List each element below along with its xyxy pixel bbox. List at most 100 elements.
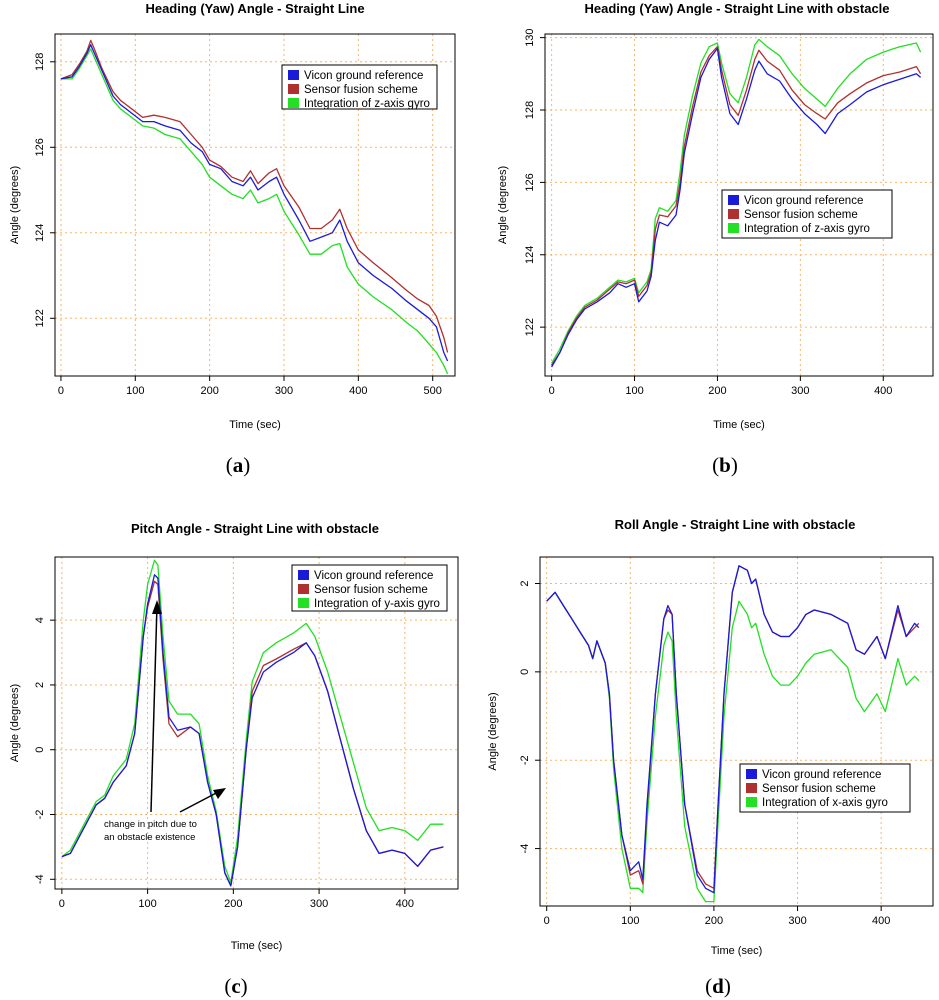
legend-entry: Sensor fusion scheme [744, 209, 858, 221]
legend-swatch-gyro [288, 98, 299, 108]
series-group [60, 39, 449, 375]
legend-entry: Vicon ground reference [304, 70, 423, 82]
series-line-fusion [551, 46, 922, 366]
x-tick-label: 0 [544, 915, 550, 927]
series-line-gyro [61, 559, 444, 884]
y-tick-label: 128 [524, 101, 536, 119]
legend-swatch-vicon [288, 70, 299, 80]
caption-letter: c [231, 974, 240, 998]
x-tick-label: 200 [224, 898, 242, 910]
legend-swatch-fusion [746, 783, 757, 793]
chart-a: Heading (Yaw) Angle - Straight Line 0 100 2… [9, 1, 456, 477]
caption-letter: d [712, 974, 724, 998]
y-axis-label: Angle (degrees) [497, 166, 509, 244]
series-line-vicon [61, 574, 444, 887]
figure-caption: (d) [705, 974, 731, 998]
annotation: change in pitch due to an obstacle existe… [104, 600, 226, 843]
y-tick-label: 2 [519, 580, 531, 586]
x-tick-label: 100 [625, 385, 643, 397]
grid [540, 557, 933, 906]
x-tick-label: 200 [200, 385, 218, 397]
legend: Vicon ground reference Sensor fusion sche… [281, 64, 438, 110]
series-group [546, 565, 920, 903]
legend-swatch-fusion [728, 209, 739, 219]
y-axis-label: Angle (degrees) [9, 166, 21, 244]
annotation-arrow [150, 604, 158, 813]
legend: Vicon ground reference Sensor fusion sche… [291, 564, 448, 612]
annotation-text: change in pitch due to [104, 819, 197, 830]
plot-frame [54, 33, 456, 377]
x-axis-label: Time (sec) [713, 419, 765, 431]
x-axis-label: Time (sec) [711, 945, 763, 957]
legend-entry: Sensor fusion scheme [314, 584, 428, 596]
x-tick-label: 100 [138, 898, 156, 910]
x-tick-label: 300 [788, 915, 806, 927]
legend-entry: Integration of x-axis gyro [762, 797, 888, 809]
x-tick-label: 300 [310, 898, 328, 910]
series-line-vicon [60, 44, 449, 362]
legend-swatch-fusion [288, 84, 299, 94]
plot-frame [54, 556, 459, 890]
legend-swatch-vicon [298, 570, 309, 580]
x-tick-label: 200 [708, 385, 726, 397]
y-tick-label: 126 [524, 173, 536, 191]
y-tick-label: -2 [519, 755, 531, 765]
x-tick-label: 300 [791, 385, 809, 397]
legend-entry: Integration of y-axis gyro [314, 598, 440, 610]
y-tick-label: 122 [34, 309, 46, 327]
y-tick-label: -4 [34, 874, 46, 884]
legend-entry: Integration of z-axis gyro [744, 223, 870, 235]
y-tick-label: 122 [524, 318, 536, 336]
legend-entry: Vicon ground reference [314, 570, 433, 582]
y-tick-label: -4 [519, 844, 531, 854]
caption-paren: ( [712, 453, 719, 477]
chart-title: Pitch Angle - Straight Line with obstacl… [131, 521, 379, 536]
series-line-gyro [546, 591, 920, 903]
figure-caption: (a) [226, 453, 251, 477]
y-tick-label: -2 [34, 810, 46, 820]
x-tick-label: 400 [874, 385, 892, 397]
caption-paren: ( [705, 974, 712, 998]
series-line-fusion [60, 39, 449, 353]
chart-b: Heading (Yaw) Angle - Straight Line with… [497, 1, 934, 477]
legend: Vicon ground reference Sensor fusion sche… [721, 189, 893, 239]
legend-swatch-fusion [298, 584, 309, 594]
y-axis-label: Angle (degrees) [9, 684, 21, 762]
series-group [61, 559, 444, 887]
series-line-fusion [546, 565, 920, 889]
chart-title: Heading (Yaw) Angle - Straight Line with… [584, 1, 889, 16]
x-tick-label: 0 [58, 385, 64, 397]
x-tick-label: 400 [396, 898, 414, 910]
legend-box [291, 564, 448, 612]
series-group [551, 38, 922, 368]
series-line-vicon [546, 565, 920, 894]
legend-swatch-gyro [728, 223, 739, 233]
plot-frame [539, 556, 934, 907]
legend-entry: Vicon ground reference [762, 769, 881, 781]
y-tick-label: 0 [34, 747, 46, 753]
y-tick-label: 126 [34, 138, 46, 156]
legend-box [721, 189, 893, 239]
caption-paren: ( [224, 974, 231, 998]
y-tick-label: 128 [34, 53, 46, 71]
caption-letter: b [719, 453, 731, 477]
y-tick-label: 0 [519, 669, 531, 675]
y-tick-label: 4 [34, 617, 46, 623]
series-line-gyro [60, 48, 449, 375]
caption-paren: ) [724, 974, 731, 998]
y-tick-label: 124 [34, 224, 46, 242]
caption-paren: ) [243, 453, 250, 477]
legend-entry: Sensor fusion scheme [304, 84, 418, 96]
legend: Vicon ground reference Sensor fusion sche… [739, 763, 911, 813]
grid [55, 557, 458, 889]
figure-caption: (b) [712, 453, 738, 477]
series-line-gyro [551, 38, 922, 364]
legend-box [281, 64, 438, 110]
legend-swatch-gyro [298, 598, 309, 608]
legend-box [739, 763, 911, 813]
x-tick-label: 0 [549, 385, 555, 397]
legend-entry: Sensor fusion scheme [762, 783, 876, 795]
y-tick-label: 124 [524, 246, 536, 264]
y-tick-label: 130 [524, 28, 536, 46]
x-axis-label: Time (sec) [229, 419, 281, 431]
